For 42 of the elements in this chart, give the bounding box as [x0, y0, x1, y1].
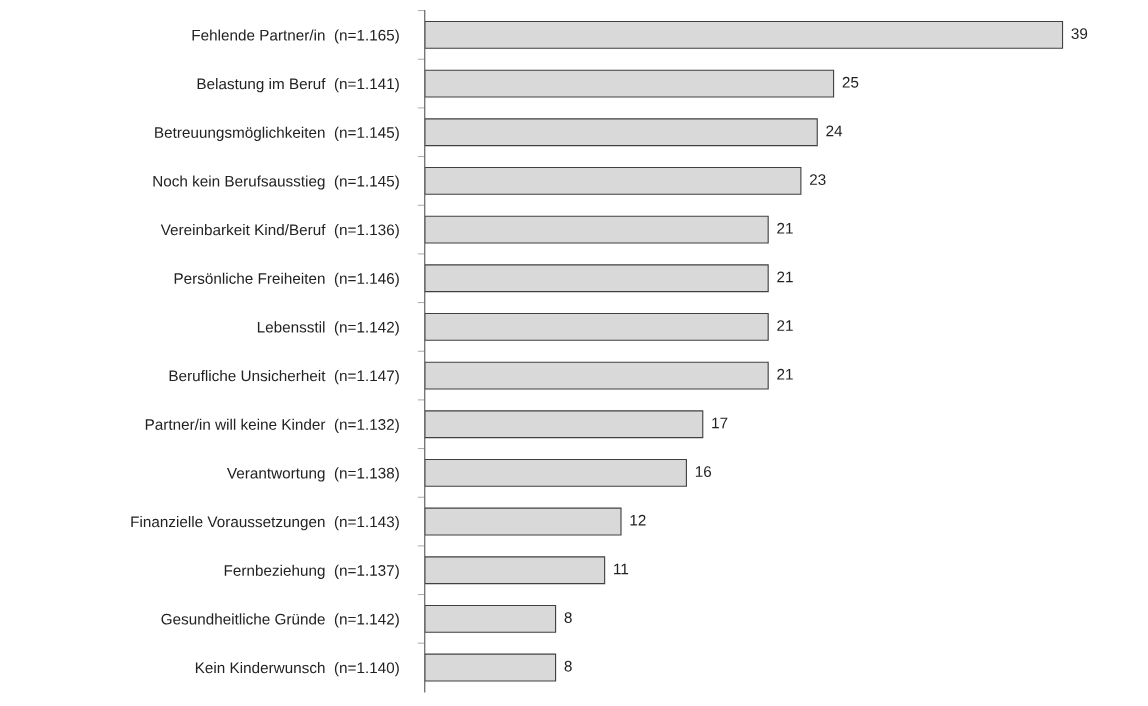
data-label: 25 — [842, 76, 859, 88]
data-label: 24 — [826, 125, 843, 137]
y-tick-label: Berufliche Unsicherheit (n=1.147) — [169, 370, 399, 385]
y-tick-label: Fehlende Partner/in (n=1.165) — [192, 29, 399, 44]
bar — [424, 20, 1064, 49]
bar — [424, 458, 687, 487]
bar — [424, 507, 622, 536]
y-tick-label: Partner/in will keine Kinder (n=1.132) — [145, 418, 399, 433]
y-tick-label: Vereinbarkeit Kind/Beruf (n=1.136) — [160, 224, 399, 239]
data-label: 23 — [809, 174, 826, 186]
data-label: 8 — [564, 612, 572, 623]
bar — [424, 69, 835, 98]
bar — [424, 166, 802, 195]
bar — [424, 361, 769, 390]
data-label: 17 — [712, 417, 728, 429]
data-label: 11 — [614, 563, 629, 575]
y-tick-label: Lebensstil (n=1.142) — [257, 321, 399, 336]
data-label: 8 — [564, 660, 572, 672]
bar — [424, 312, 769, 341]
data-label: 39 — [1071, 28, 1088, 40]
data-label: 12 — [630, 514, 646, 526]
bar — [424, 410, 704, 439]
y-tick-label: Noch kein Berufsausstieg (n=1.145) — [153, 175, 399, 190]
bar — [424, 264, 769, 293]
y-tick-label: Gesundheitliche Gründe (n=1.142) — [161, 613, 399, 628]
y-tick-label: Fernbeziehung (n=1.137) — [224, 564, 399, 579]
data-label: 21 — [777, 271, 793, 283]
bar — [424, 215, 769, 244]
bar — [424, 653, 557, 682]
bar — [424, 118, 818, 147]
bar — [424, 556, 606, 585]
y-tick-label: Betreuungsmöglichkeiten (n=1.145) — [155, 126, 399, 141]
data-label: 21 — [777, 368, 793, 380]
y-tick-label: Verantwortung (n=1.138) — [227, 467, 399, 482]
data-label: 21 — [777, 222, 793, 234]
y-tick-label: Belastung im Beruf (n=1.141) — [197, 78, 399, 93]
data-label: 21 — [777, 320, 793, 331]
data-label: 16 — [695, 466, 712, 477]
bar — [424, 604, 557, 633]
y-tick-label: Persönliche Freiheiten (n=1.146) — [174, 272, 399, 287]
y-tick-label: Kein Kinderwunsch (n=1.140) — [195, 662, 399, 677]
y-tick-label: Finanzielle Voraussetzungen (n=1.143) — [131, 516, 399, 531]
